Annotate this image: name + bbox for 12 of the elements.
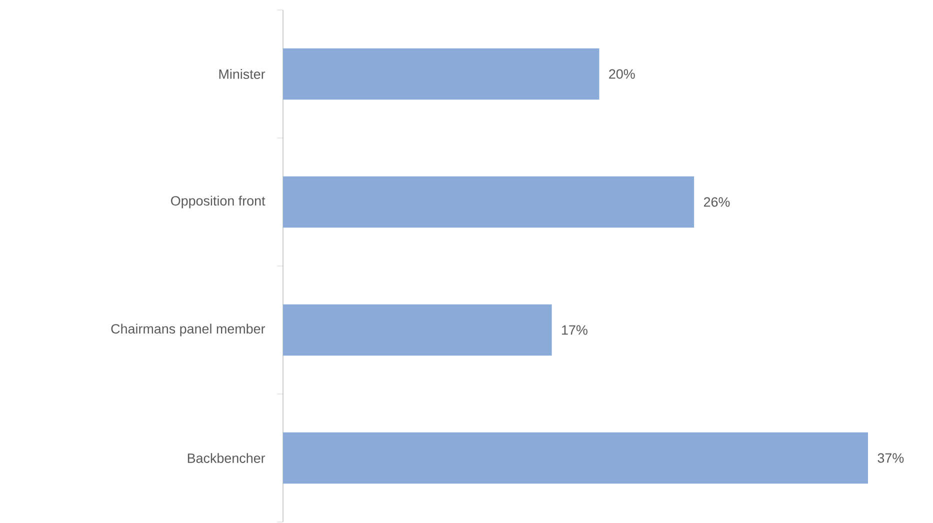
y-tick-label: Backbencher <box>188 453 266 463</box>
bar <box>283 304 552 356</box>
data-label: 37% <box>878 453 904 463</box>
bar <box>283 432 868 484</box>
y-tick-label: Minister <box>219 69 266 79</box>
data-label: 17% <box>562 325 588 335</box>
y-tick-label: Chairmans panel member <box>111 324 266 336</box>
y-tick-label: Opposition front <box>171 196 266 208</box>
bar <box>283 176 694 228</box>
data-label: 20% <box>609 69 635 79</box>
bar <box>283 48 600 100</box>
data-label: 26% <box>704 197 730 207</box>
